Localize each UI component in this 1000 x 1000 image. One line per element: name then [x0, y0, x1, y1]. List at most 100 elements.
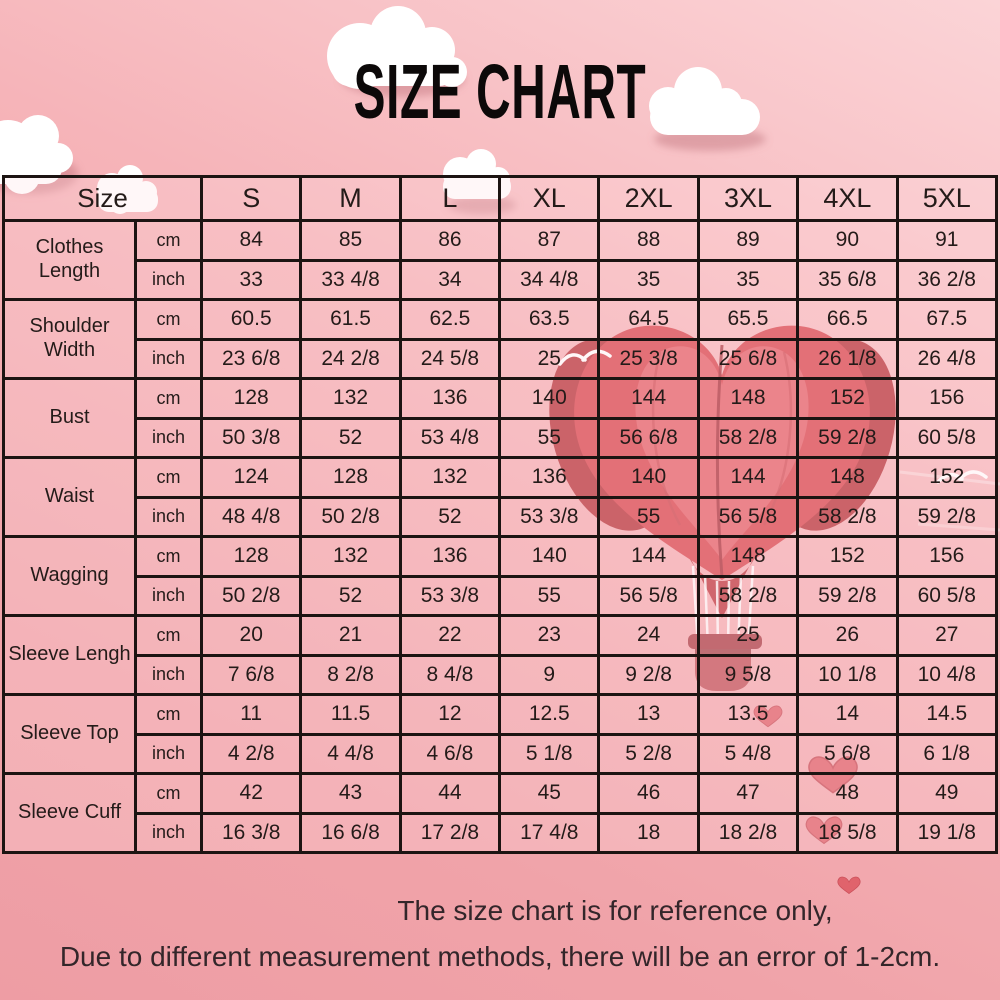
value-cell: 16 3/8 [200, 811, 303, 854]
value-cell: 35 6/8 [796, 258, 899, 301]
measurement-label: Waist [2, 456, 137, 538]
value-cell: 156 [895, 377, 999, 420]
measurement-label: Wagging [2, 535, 137, 617]
size-column-header: XL [498, 175, 601, 222]
measurement-label: Shoulder Width [2, 298, 137, 380]
value-cell: 23 6/8 [200, 337, 303, 380]
table-row-cm: Sleeve Cuff cm 42 43 44 45 46 47 48 49 [2, 772, 999, 854]
unit-label-inch: inch [133, 495, 204, 538]
value-cell: 124 [200, 456, 303, 499]
value-cell: 24 [597, 614, 700, 657]
size-column-header: 5XL [895, 175, 999, 222]
value-cell: 13.5 [696, 693, 800, 736]
value-cell: 87 [498, 219, 601, 262]
value-cell: 65.5 [696, 298, 800, 341]
value-cell: 18 5/8 [796, 811, 899, 854]
size-column-header: M [299, 175, 402, 222]
value-cell: 136 [398, 535, 502, 578]
value-cell: 24 2/8 [299, 337, 402, 380]
unit-label-cm: cm [133, 614, 204, 657]
value-cell: 52 [299, 574, 402, 617]
value-cell: 9 5/8 [696, 653, 800, 696]
value-cell: 11 [200, 693, 303, 736]
value-cell: 156 [895, 535, 999, 578]
value-cell: 56 5/8 [597, 574, 700, 617]
measurement-label: Clothes Length [2, 219, 137, 301]
value-cell: 50 3/8 [200, 416, 303, 459]
value-cell: 52 [398, 495, 502, 538]
value-cell: 47 [696, 772, 800, 815]
table-row-inch: inch 50 3/8 52 53 4/8 55 56 6/8 58 2/8 59 2/8 60… [4, 416, 999, 459]
value-cell: 58 2/8 [696, 574, 800, 617]
value-cell: 60 5/8 [895, 416, 999, 459]
value-cell: 45 [498, 772, 601, 815]
value-cell: 84 [200, 219, 303, 262]
unit-label-cm: cm [133, 298, 204, 341]
value-cell: 10 1/8 [796, 653, 899, 696]
unit-label-inch: inch [133, 811, 204, 854]
value-cell: 89 [696, 219, 800, 262]
value-cell: 128 [200, 377, 303, 420]
page-title: SIZE CHART [353, 49, 647, 135]
value-cell: 16 6/8 [299, 811, 402, 854]
value-cell: 5 2/8 [597, 732, 700, 775]
value-cell: 14 [796, 693, 899, 736]
size-column-header: 4XL [796, 175, 899, 222]
value-cell: 48 4/8 [200, 495, 303, 538]
unit-label-inch: inch [133, 574, 204, 617]
value-cell: 12.5 [498, 693, 601, 736]
value-cell: 148 [796, 456, 899, 499]
table-row-inch: inch 23 6/8 24 2/8 24 5/8 25 25 3/8 25 6/8 26 1… [4, 337, 999, 380]
value-cell: 33 [200, 258, 303, 301]
value-cell: 132 [299, 535, 402, 578]
table-row-cm: Bust cm 128 132 136 140 144 148 152 156 [2, 377, 999, 459]
value-cell: 10 4/8 [895, 653, 999, 696]
value-cell: 144 [597, 377, 700, 420]
size-table-header: Size S M L XL 2XL 3XL 4XL 5XL [1, 175, 999, 222]
value-cell: 148 [696, 377, 800, 420]
value-cell: 58 2/8 [796, 495, 899, 538]
value-cell: 58 2/8 [696, 416, 800, 459]
value-cell: 86 [398, 219, 502, 262]
value-cell: 59 2/8 [796, 574, 899, 617]
value-cell: 42 [200, 772, 303, 815]
value-cell: 63.5 [498, 298, 601, 341]
value-cell: 23 [498, 614, 601, 657]
value-cell: 144 [597, 535, 700, 578]
value-cell: 21 [299, 614, 402, 657]
size-column-header: 3XL [696, 175, 800, 222]
value-cell: 85 [299, 219, 402, 262]
value-cell: 4 2/8 [200, 732, 303, 775]
value-cell: 33 4/8 [299, 258, 402, 301]
table-corner-header: Size [1, 175, 204, 222]
value-cell: 152 [796, 377, 899, 420]
value-cell: 60.5 [200, 298, 303, 341]
value-cell: 18 2/8 [696, 811, 800, 854]
value-cell: 27 [895, 614, 999, 657]
unit-label-cm: cm [133, 693, 204, 736]
table-row-cm: Waist cm 124 128 132 136 140 144 148 152 [2, 456, 999, 538]
value-cell: 128 [200, 535, 303, 578]
value-cell: 24 5/8 [398, 337, 502, 380]
unit-label-inch: inch [133, 337, 204, 380]
value-cell: 35 [696, 258, 800, 301]
value-cell: 61.5 [299, 298, 402, 341]
value-cell: 60 5/8 [895, 574, 999, 617]
value-cell: 35 [597, 258, 700, 301]
table-row-cm: Clothes Length cm 84 85 86 87 88 89 90 91 [2, 219, 999, 301]
measurement-label: Sleeve Top [2, 693, 137, 775]
size-column-header: S [200, 175, 303, 222]
value-cell: 18 [597, 811, 700, 854]
unit-label-inch: inch [133, 732, 204, 775]
value-cell: 64.5 [597, 298, 700, 341]
value-cell: 140 [597, 456, 700, 499]
value-cell: 59 2/8 [796, 416, 899, 459]
value-cell: 6 1/8 [895, 732, 999, 775]
unit-label-inch: inch [133, 653, 204, 696]
value-cell: 36 2/8 [895, 258, 999, 301]
value-cell: 22 [398, 614, 502, 657]
value-cell: 25 [498, 337, 601, 380]
value-cell: 56 5/8 [696, 495, 800, 538]
unit-label-inch: inch [133, 416, 204, 459]
